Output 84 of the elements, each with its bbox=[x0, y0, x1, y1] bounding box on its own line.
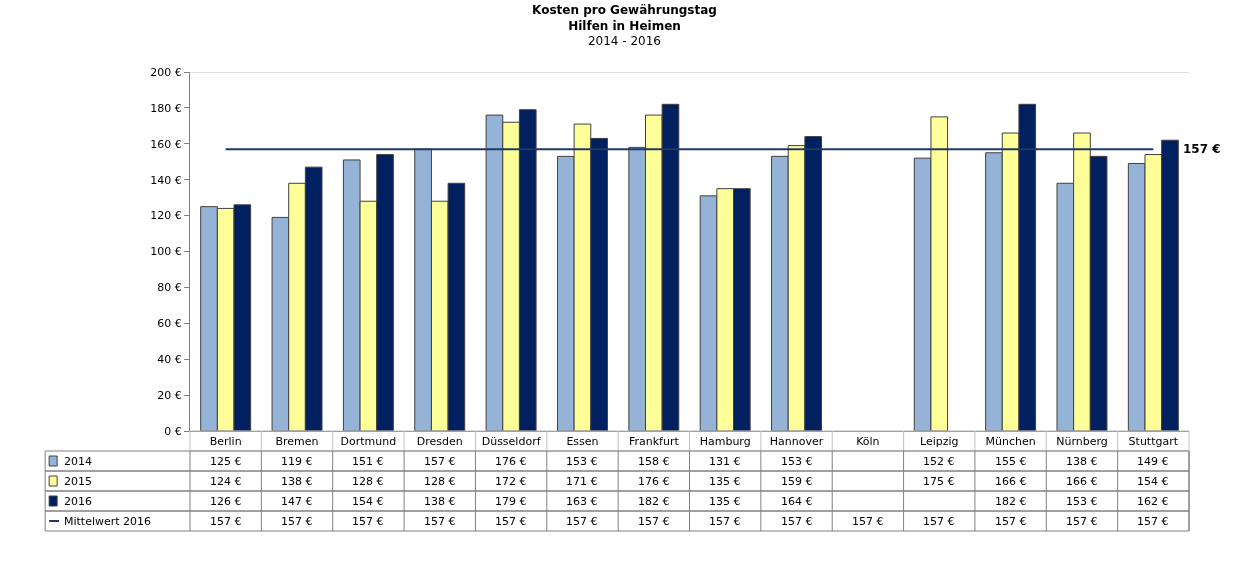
data-label: 157 € bbox=[638, 515, 670, 528]
x-tick-label: Dortmund bbox=[340, 435, 397, 449]
y-tick-label: 100 € bbox=[150, 245, 182, 259]
data-label: 138 € bbox=[424, 495, 456, 508]
data-label: 153 € bbox=[781, 455, 813, 468]
data-label: 157 € bbox=[995, 515, 1027, 528]
annotation: 157 € bbox=[1183, 142, 1221, 156]
data-label: 162 € bbox=[1137, 495, 1169, 508]
data-label: 175 € bbox=[923, 475, 955, 488]
data-label: 149 € bbox=[1137, 455, 1169, 468]
data-label: 138 € bbox=[1066, 455, 1098, 468]
data-label: 157 € bbox=[352, 515, 384, 528]
data-label: 151 € bbox=[352, 455, 384, 468]
data-label: 131 € bbox=[709, 455, 741, 468]
chart-subtitle: 2014 - 2016 bbox=[587, 34, 662, 49]
data-label: 124 € bbox=[210, 475, 242, 488]
x-tick-label: Stuttgart bbox=[1128, 435, 1179, 449]
data-label: 155 € bbox=[995, 455, 1027, 468]
data-label: 154 € bbox=[1137, 475, 1169, 488]
data-label: 152 € bbox=[923, 455, 955, 468]
data-label: 157 € bbox=[210, 515, 242, 528]
data-label: 135 € bbox=[709, 495, 741, 508]
y-tick-label: 40 € bbox=[157, 353, 182, 367]
y-tick-label: 0 € bbox=[164, 424, 182, 438]
x-tick-label: Düsseldorf bbox=[481, 435, 542, 449]
data-label: 158 € bbox=[638, 455, 670, 468]
x-tick-label: Berlin bbox=[209, 435, 242, 449]
y-tick-label: 80 € bbox=[157, 281, 182, 295]
x-tick-label: Leipzig bbox=[919, 435, 959, 449]
x-tick-label: Köln bbox=[856, 435, 880, 449]
x-tick-label: Frankfurt bbox=[628, 435, 680, 449]
data-label: 128 € bbox=[424, 475, 456, 488]
data-label: 176 € bbox=[638, 475, 670, 488]
data-label: 147 € bbox=[281, 495, 313, 508]
x-tick-label: München bbox=[985, 435, 1036, 449]
x-tick-label: Dresden bbox=[416, 435, 463, 449]
data-label: 157 € bbox=[281, 515, 313, 528]
data-label: 176 € bbox=[495, 455, 527, 468]
data-label: 154 € bbox=[352, 495, 384, 508]
chart-title: Kosten pro Gewährungstag Hilfen in Heimen bbox=[532, 3, 717, 33]
data-label: 157 € bbox=[709, 515, 741, 528]
data-label: 157 € bbox=[566, 515, 598, 528]
legend-label: 2014 bbox=[64, 455, 92, 468]
data-label: 126 € bbox=[210, 495, 242, 508]
data-label: 138 € bbox=[281, 475, 313, 488]
data-label: 157 € bbox=[424, 455, 456, 468]
data-label: 164 € bbox=[781, 495, 813, 508]
legend-label: 2016 bbox=[64, 495, 92, 508]
x-tick-label: Nürnberg bbox=[1056, 435, 1108, 449]
x-tick-label: Hamburg bbox=[699, 435, 751, 449]
data-label: 157 € bbox=[1137, 515, 1169, 528]
data-label: 128 € bbox=[352, 475, 384, 488]
y-tick-label: 180 € bbox=[150, 101, 182, 115]
y-tick-label: 160 € bbox=[150, 137, 182, 151]
data-label: 157 € bbox=[852, 515, 884, 528]
data-label: 171 € bbox=[566, 475, 598, 488]
y-tick-label: 60 € bbox=[157, 317, 182, 331]
legend-label: 2015 bbox=[64, 475, 92, 488]
data-label: 125 € bbox=[210, 455, 242, 468]
data-label: 182 € bbox=[995, 495, 1027, 508]
data-label: 159 € bbox=[781, 475, 813, 488]
x-tick-label: Hannover bbox=[769, 435, 824, 449]
data-label: 153 € bbox=[566, 455, 598, 468]
data-label: 153 € bbox=[1066, 495, 1098, 508]
data-label: 163 € bbox=[566, 495, 598, 508]
data-label: 179 € bbox=[495, 495, 527, 508]
y-tick-label: 20 € bbox=[157, 388, 182, 402]
y-tick-label: 140 € bbox=[150, 173, 182, 187]
y-tick-label: 120 € bbox=[150, 209, 182, 223]
data-label: 157 € bbox=[1066, 515, 1098, 528]
data-label: 157 € bbox=[781, 515, 813, 528]
data-label: 157 € bbox=[923, 515, 955, 528]
data-label: 182 € bbox=[638, 495, 670, 508]
data-label: 157 € bbox=[424, 515, 456, 528]
data-label: 157 € bbox=[495, 515, 527, 528]
x-tick-label: Bremen bbox=[275, 435, 319, 449]
data-label: 135 € bbox=[709, 475, 741, 488]
y-tick-label: 200 € bbox=[150, 65, 182, 79]
data-label: 166 € bbox=[1066, 475, 1098, 488]
legend-label: Mittelwert 2016 bbox=[64, 515, 152, 528]
data-label: 119 € bbox=[281, 455, 313, 468]
data-label: 172 € bbox=[495, 475, 527, 488]
x-tick-label: Essen bbox=[566, 435, 599, 449]
data-label: 166 € bbox=[995, 475, 1027, 488]
